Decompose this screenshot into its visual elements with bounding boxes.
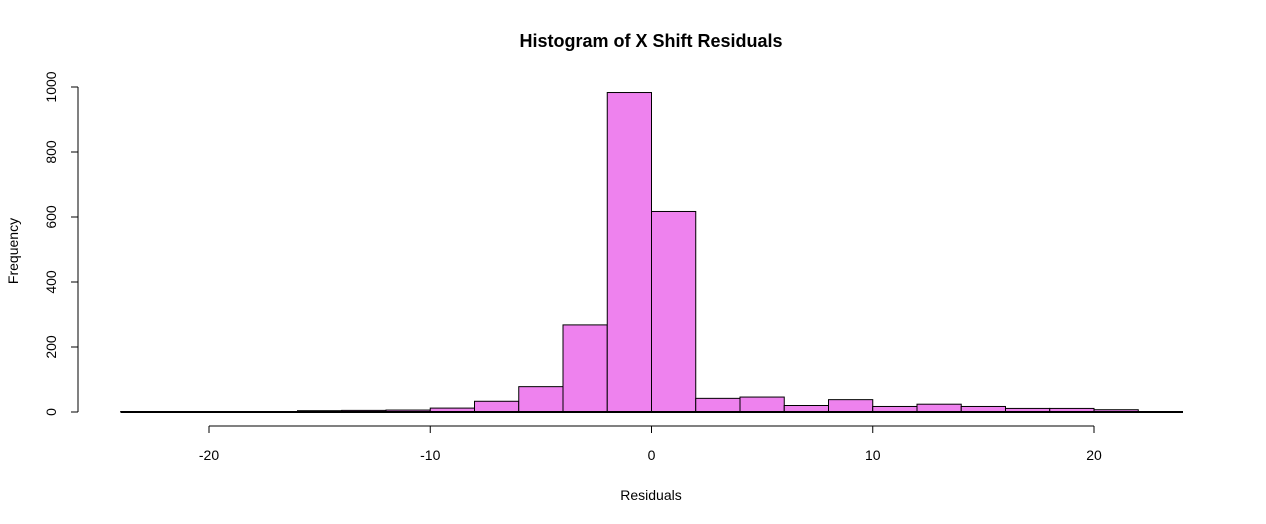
y-tick-label: 1000 — [43, 71, 59, 102]
x-tick-label: 20 — [1086, 447, 1102, 463]
histogram-bar — [695, 397, 741, 413]
y-tick-label: 0 — [43, 408, 59, 416]
bars-group — [120, 92, 1183, 413]
y-tick-label: 400 — [43, 270, 59, 294]
histogram-bar — [651, 210, 697, 413]
histogram-bar — [518, 386, 564, 413]
x-axis-label: Residuals — [620, 487, 681, 503]
histogram-bar — [916, 403, 962, 413]
x-tick-label: -20 — [199, 447, 219, 463]
histogram-bar — [739, 396, 785, 413]
histogram-bar — [474, 400, 520, 413]
y-tick-label: 200 — [43, 335, 59, 359]
x-tick-label: -10 — [420, 447, 440, 463]
histogram-bar — [606, 92, 652, 413]
y-tick-label: 600 — [43, 205, 59, 229]
x-tick-label: 10 — [865, 447, 881, 463]
x-axis: -20 -10 0 10 20 — [199, 425, 1102, 463]
x-tick-label: 0 — [648, 447, 656, 463]
y-tick-label: 800 — [43, 140, 59, 164]
histogram-bar — [828, 399, 874, 413]
y-axis-label: Frequency — [5, 218, 21, 284]
y-axis: 0 200 400 600 800 1000 — [43, 71, 79, 416]
chart-title: Histogram of X Shift Residuals — [519, 31, 782, 51]
histogram-bar — [562, 324, 608, 413]
